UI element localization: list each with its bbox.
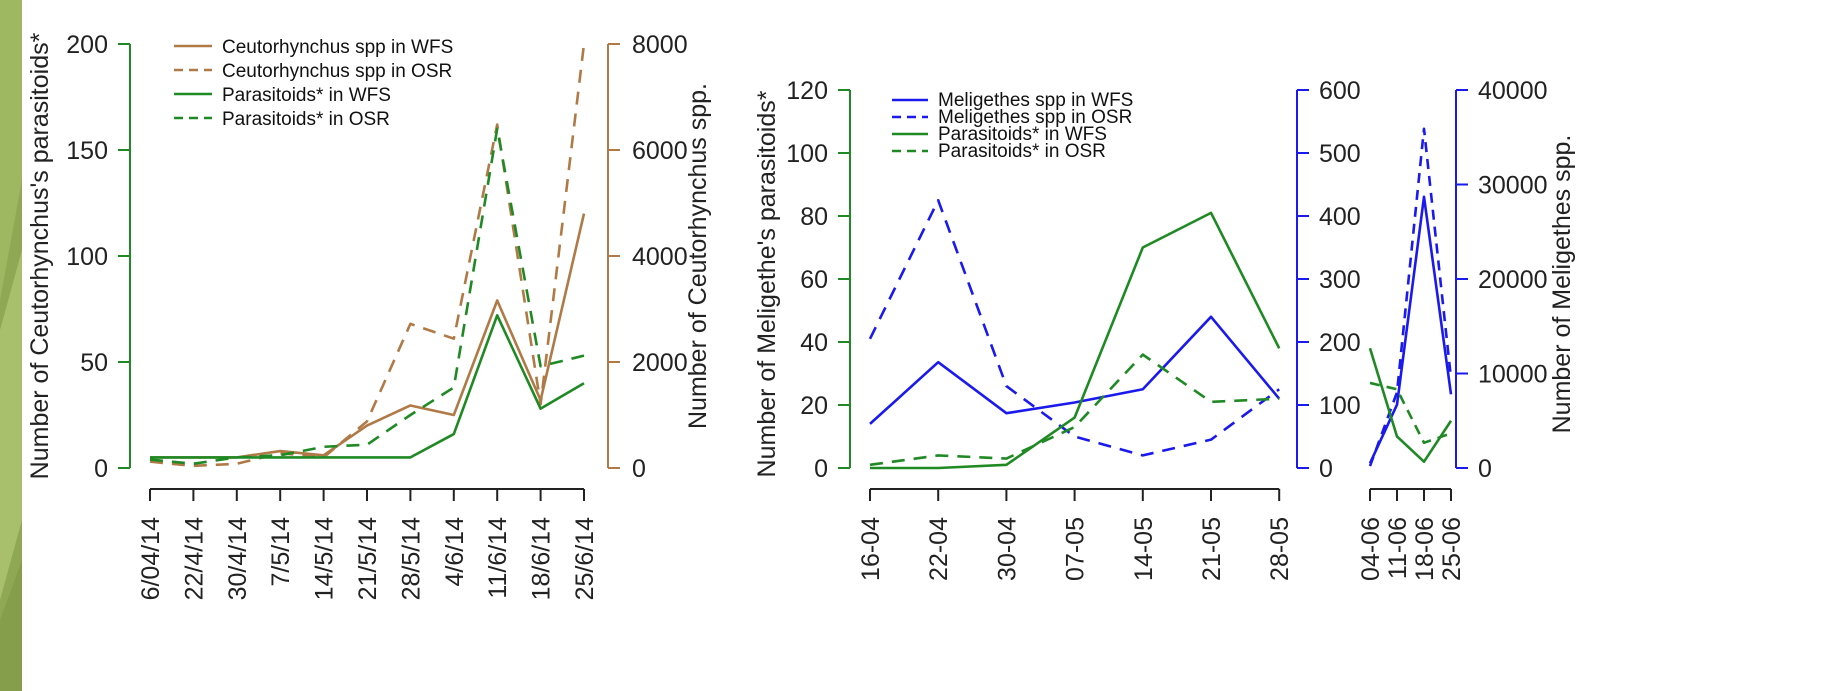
right-axis-tick-label: 200 [1319,329,1361,357]
legend-label: Parasitoids* in WFS [938,124,1107,145]
legend-label: Meligethes spp in OSR [938,107,1132,128]
x-axis-tick-label: 28/5/14 [397,517,425,601]
x-axis-tick-label: 21/5/14 [354,517,382,601]
x-axis-tick-label: 22-04 [925,517,953,581]
left-axis-title: Number of Ceutorhynchus's parasitoids* [26,32,54,479]
x-axis-tick-label: 14-05 [1130,517,1158,581]
right-axis-tick-label: 40000 [1478,77,1548,105]
right-axis-tick-label: 4000 [632,243,688,271]
x-axis-tick-label: 04-06 [1357,517,1385,581]
x-axis-tick-label: 30/4/14 [224,517,252,601]
left-axis-tick-label: 80 [800,203,828,231]
left-axis-tick-label: 20 [800,392,828,420]
right-axis-tick-label: 500 [1319,140,1361,168]
right-axis-tick-label: 100 [1319,392,1361,420]
legend-label: Parasitoids* in WFS [222,85,391,106]
left-axis-tick-label: 200 [66,31,108,59]
x-axis-tick-label: 11-06 [1384,517,1412,579]
ceutorhynchus-chart: 0 50 100 150 200 Number of Ceutorhynchus's pa… [26,31,712,600]
right-axis-tick-label: 0 [1478,455,1492,483]
series-line [1368,127,1453,467]
x-axis-tick-label: 6/04/14 [137,517,165,601]
legend-label: Ceutorhynchus spp in OSR [222,61,452,82]
left-axis-tick-label: 50 [80,349,108,377]
right-axis-title: Number of Ceutorhynchus spp. [684,83,712,429]
right-axis-tick-label: 600 [1319,77,1361,105]
series-line [1368,195,1453,464]
left-axis-tick-label: 40 [800,329,828,357]
x-axis-tick-label: 16-04 [857,517,885,581]
right-axis-tick-label: 8000 [632,31,688,59]
series-line [869,353,1280,467]
series-line [1369,381,1452,445]
series-line [149,127,585,466]
series-line [869,315,1281,425]
x-axis-tick-label: 25-06 [1438,517,1466,581]
left-axis-tick-label: 0 [814,455,828,483]
left-axis-tick-label: 0 [94,455,108,483]
meligethes-chart-june: 0 10000 20000 30000 40000 Number of Meligethe… [1357,77,1576,581]
x-axis-tick-label: 28-05 [1266,517,1294,581]
series-line [149,43,586,468]
series-line [868,198,1280,457]
x-axis-tick-label: 11/6/14 [484,517,512,599]
left-axis-title: Number of Meligethe's parasitoids* [753,90,781,477]
x-axis-tick-label: 7/5/14 [267,517,295,587]
decorative-leaf-bar [0,0,22,691]
x-axis-tick-label: 30-04 [993,517,1021,581]
x-axis-tick-label: 18-06 [1411,517,1439,581]
legend-label: Meligethes spp in WFS [938,90,1133,111]
x-axis-tick-label: 21-05 [1198,517,1226,581]
left-axis-tick-label: 60 [800,266,828,294]
x-axis-tick-label: 25/6/14 [571,517,599,601]
right-axis-tick-label: 10000 [1478,361,1548,389]
series-line [1368,347,1453,464]
right-axis-tick-label: 20000 [1478,266,1548,294]
legend-label: Parasitoids* in OSR [222,109,390,130]
series-line [870,211,1281,470]
x-axis-tick-label: 22/4/14 [180,517,208,601]
left-axis-tick-label: 100 [786,140,828,168]
right-axis-tick-label: 2000 [632,349,688,377]
right-axis-tick-label: 0 [1319,455,1333,483]
right-axis-tick-label: 0 [632,455,646,483]
left-axis-tick-label: 120 [786,77,828,105]
legend-label: Parasitoids* in OSR [938,141,1106,162]
left-axis-tick-label: 100 [66,243,108,271]
x-axis-tick-label: 4/6/14 [441,517,469,587]
right-axis-tick-label: 400 [1319,203,1361,231]
right-axis-tick-label: 6000 [632,137,688,165]
right-axis-title: Number of Meligethes spp. [1548,135,1576,434]
x-axis-tick-label: 14/5/14 [311,517,339,601]
x-axis-tick-label: 07-05 [1062,517,1090,581]
left-axis-tick-label: 150 [66,137,108,165]
series-line [150,314,585,459]
x-axis-tick-label: 18/6/14 [528,517,556,601]
right-axis-tick-label: 300 [1319,266,1361,294]
legend-label: Ceutorhynchus spp in WFS [222,37,453,58]
right-axis-tick-label: 30000 [1478,172,1548,200]
